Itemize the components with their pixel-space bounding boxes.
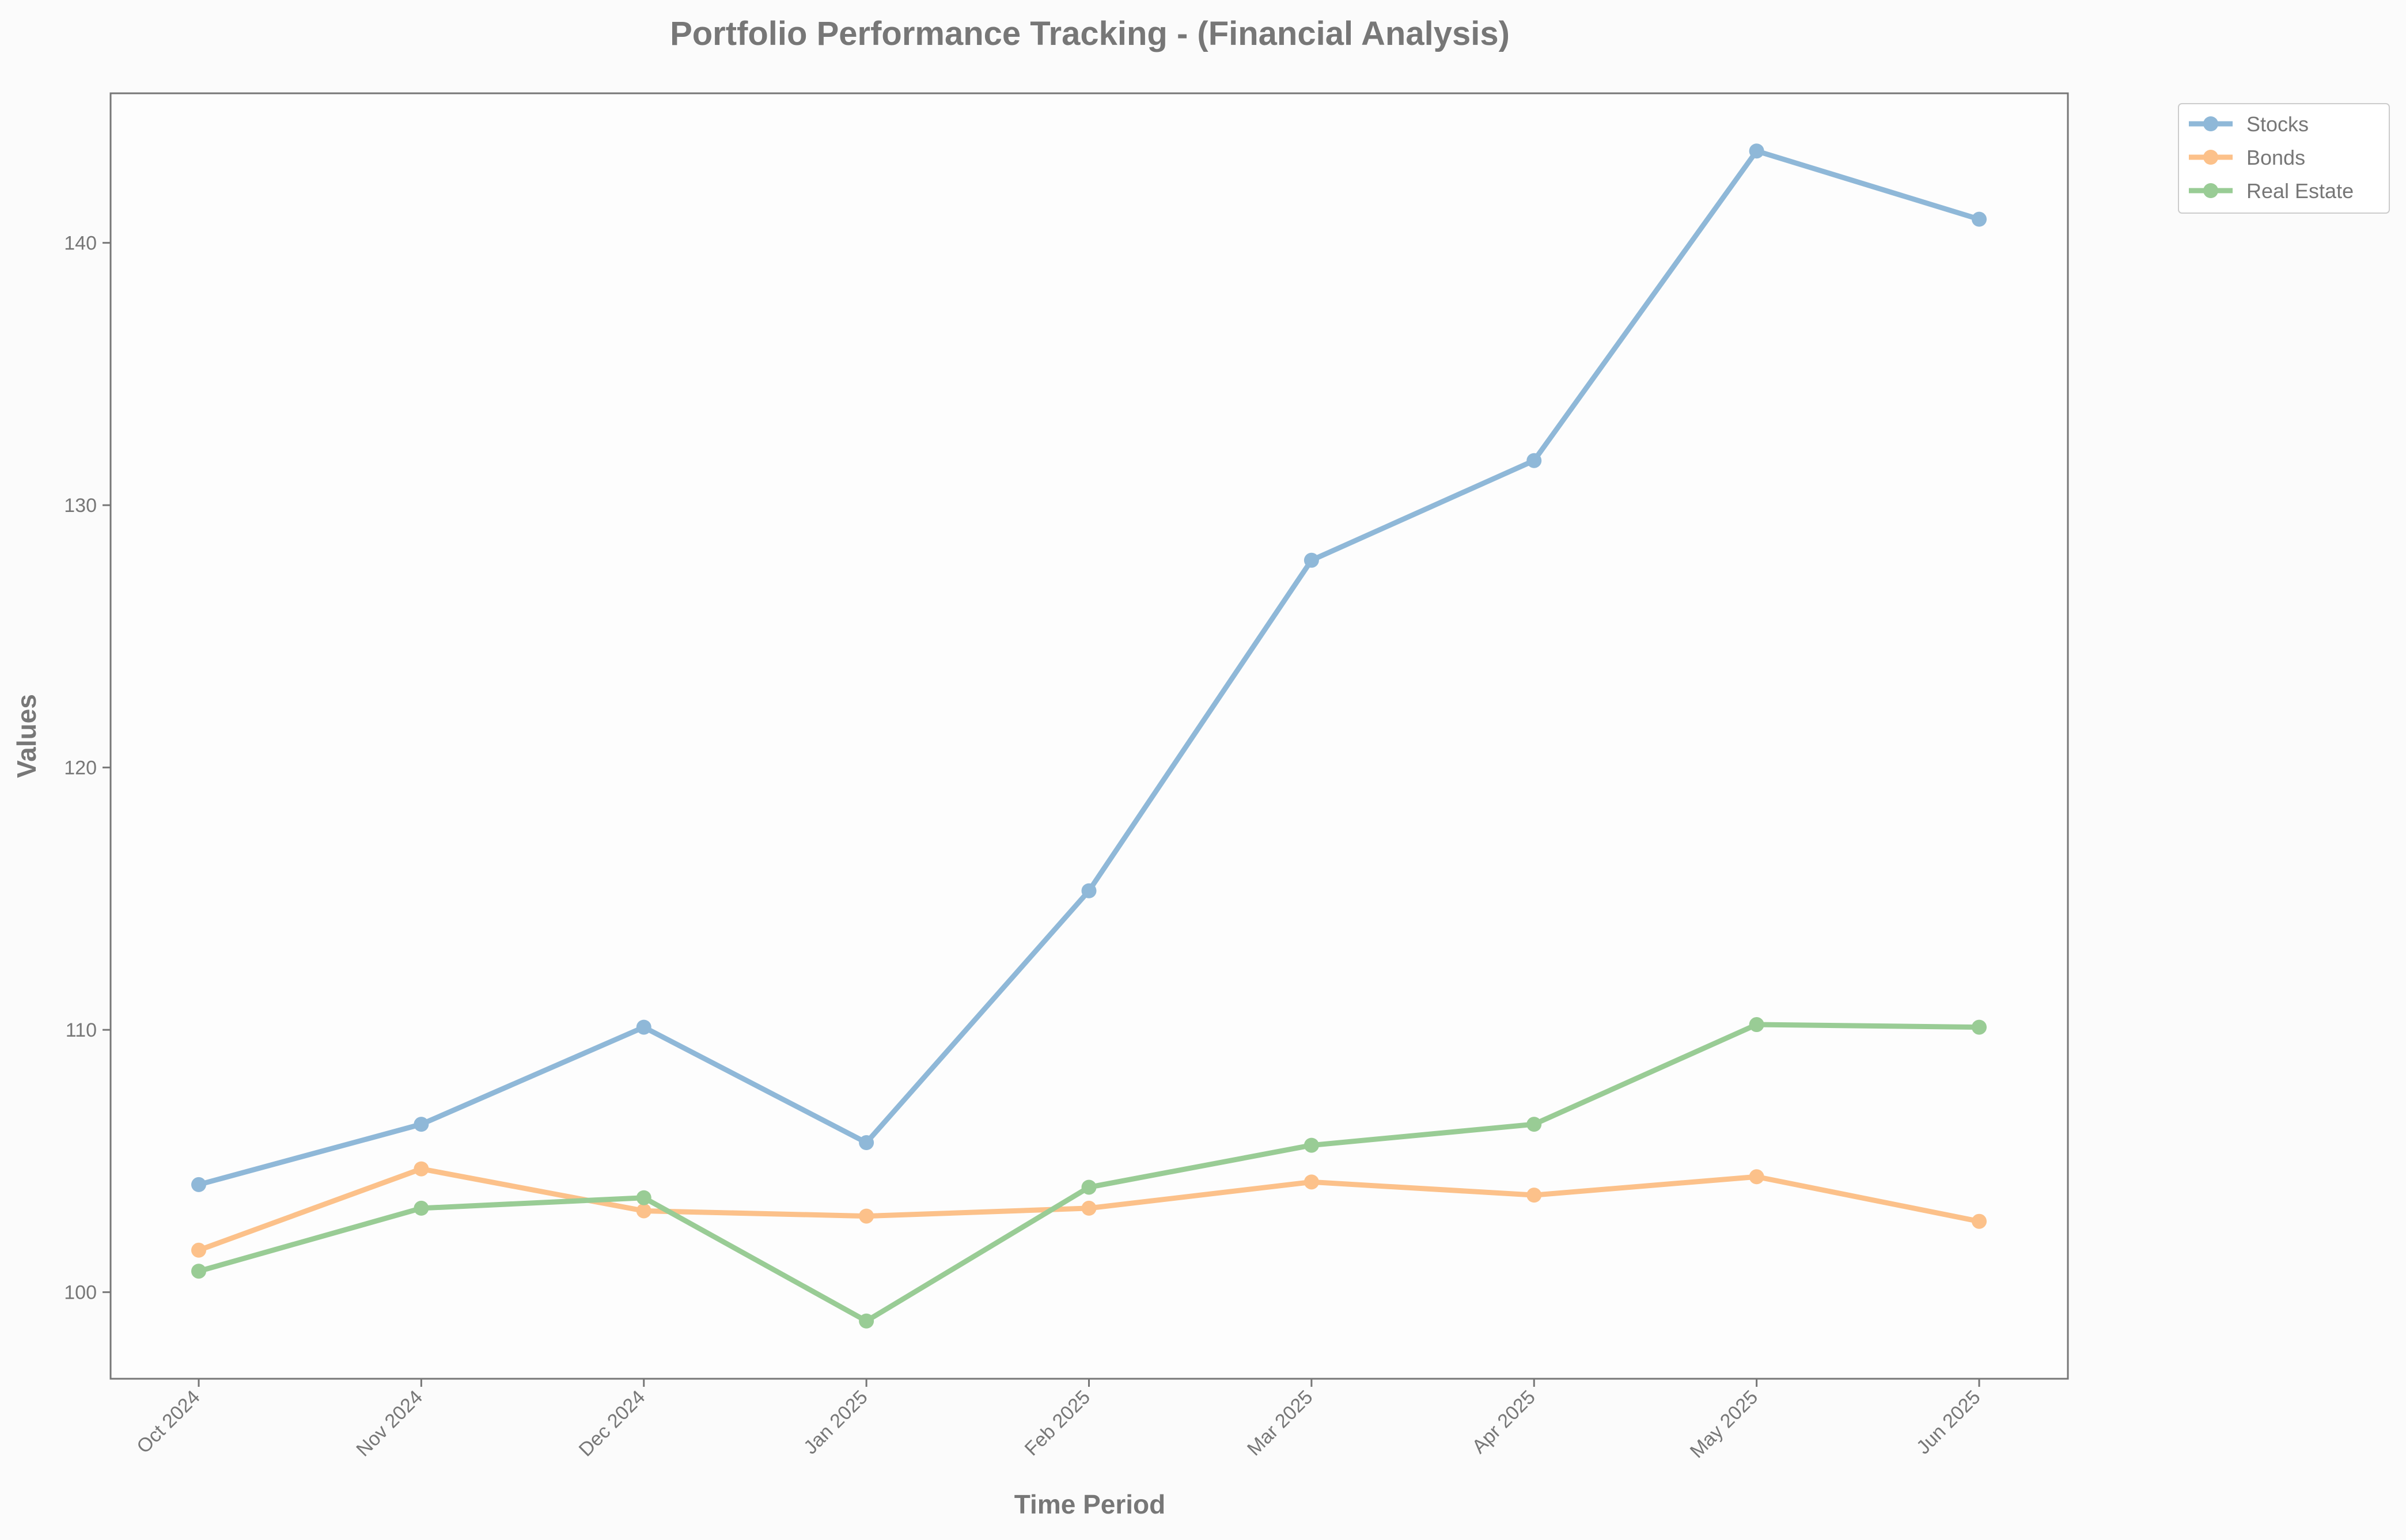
data-point bbox=[1081, 883, 1097, 898]
plot-area bbox=[109, 92, 2069, 1380]
data-point bbox=[1749, 1017, 1764, 1033]
legend-frame bbox=[2178, 103, 2390, 214]
chart-title: Portfolio Performance Tracking - (Financ… bbox=[670, 15, 1510, 52]
y-tick-label: 100 bbox=[64, 1282, 97, 1304]
data-point bbox=[859, 1313, 874, 1329]
y-tick-label: 120 bbox=[64, 757, 97, 779]
series-stocks bbox=[191, 143, 1987, 1192]
data-point bbox=[414, 1200, 429, 1216]
data-point bbox=[191, 1264, 206, 1279]
x-axis-title: Time Period bbox=[1014, 1489, 1165, 1519]
data-point bbox=[1972, 1019, 1987, 1035]
legend-item: Stocks bbox=[2189, 112, 2309, 136]
series-real-estate bbox=[191, 1017, 1987, 1329]
data-point bbox=[1304, 1174, 1319, 1190]
data-point bbox=[636, 1203, 651, 1219]
data-point bbox=[1081, 1179, 1097, 1195]
legend-marker bbox=[2203, 183, 2218, 198]
y-tick-label: 110 bbox=[66, 1019, 97, 1041]
series-bonds bbox=[191, 1161, 1987, 1258]
data-point bbox=[1526, 1117, 1542, 1132]
data-point bbox=[191, 1242, 206, 1258]
legend: Stocks Bonds Real Estate bbox=[2178, 103, 2390, 214]
data-point bbox=[1304, 552, 1319, 568]
y-axis-ticks: 100 110 120 130 140 bbox=[64, 233, 111, 1304]
y-tick-label: 130 bbox=[64, 495, 97, 517]
legend-item: Bonds bbox=[2189, 146, 2305, 169]
data-point bbox=[636, 1019, 651, 1035]
legend-label: Real Estate bbox=[2246, 179, 2354, 203]
data-point bbox=[1972, 1213, 1987, 1229]
legend-marker bbox=[2203, 150, 2218, 165]
legend-item: Real Estate bbox=[2189, 179, 2354, 203]
data-point bbox=[1526, 1188, 1542, 1203]
data-point bbox=[1972, 211, 1987, 227]
data-point bbox=[859, 1135, 874, 1151]
y-axis-title: Values bbox=[12, 694, 41, 778]
data-point bbox=[1304, 1137, 1319, 1153]
data-point bbox=[1526, 453, 1542, 468]
y-tick-label: 140 bbox=[64, 233, 97, 255]
data-point bbox=[1749, 1169, 1764, 1185]
data-point bbox=[859, 1208, 874, 1224]
series-layer bbox=[191, 143, 1987, 1329]
data-point bbox=[636, 1190, 651, 1205]
legend-label: Bonds bbox=[2246, 146, 2305, 169]
legend-label: Stocks bbox=[2246, 112, 2309, 136]
legend-marker bbox=[2203, 116, 2218, 131]
data-point bbox=[414, 1117, 429, 1132]
data-point bbox=[414, 1161, 429, 1177]
data-point bbox=[191, 1177, 206, 1192]
data-point bbox=[1081, 1200, 1097, 1216]
data-point bbox=[1749, 143, 1764, 159]
